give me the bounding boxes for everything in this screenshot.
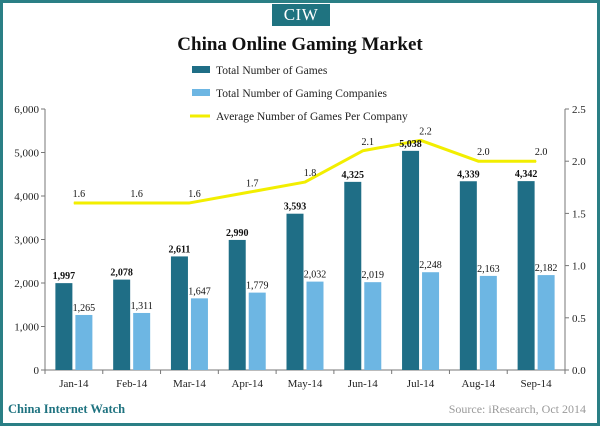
data-label-average: 1.6 [188,189,201,200]
bar-games [113,279,131,370]
x-tick-label: Jan-14 [59,378,89,390]
data-labels: 1,997 1,265 2,078 1,311 2,611 1,647 2,990 1,779… [53,126,558,314]
legend-label-2: Total Number of Gaming Companies [216,88,388,100]
data-label-companies: 2,163 [477,264,500,275]
data-label-games: 4,342 [515,169,538,180]
data-label-average: 2.0 [535,147,548,158]
average-point [362,150,364,152]
bar-games [402,150,420,370]
bar-companies [190,298,208,370]
average-point [304,181,306,183]
data-label-average: 1.7 [246,179,259,190]
bar-companies [248,292,266,370]
left-tick-label: 1,000 [14,322,39,334]
right-tick-label: 0.0 [572,365,586,377]
x-tick-label: Jun-14 [348,378,378,390]
data-label-companies: 2,248 [419,260,442,271]
ciw-logo: CIW [272,4,330,26]
bar-companies [479,275,497,370]
average-point [131,202,133,204]
data-label-games: 2,078 [110,268,133,279]
bar-companies [422,272,440,370]
left-tick-label: 4,000 [14,191,39,203]
average-point [535,160,537,162]
bar-companies [133,312,151,370]
bar-companies [306,281,324,370]
axes: 0 1,000 2,000 3,000 4,000 5,000 6,000 0.0 0.5 1.0… [14,104,586,390]
left-tick-label: 6,000 [14,104,39,116]
source-note: Source: iResearch, Oct 2014 [448,402,586,416]
data-label-average: 2.0 [477,147,490,158]
data-label-companies: 2,019 [362,270,385,281]
right-tick-label: 1.0 [572,261,586,273]
average-point [188,202,190,204]
data-label-average: 1.6 [130,189,143,200]
right-tick-label: 2.0 [572,156,586,168]
data-label-games: 3,593 [284,202,307,213]
footer-brand: China Internet Watch [8,402,126,416]
average-line [73,138,537,205]
data-label-companies: 1,779 [246,281,269,292]
data-label-companies: 1,311 [131,301,153,312]
legend-label-3: Average Number of Games Per Company [216,111,408,123]
data-label-average: 2.1 [362,137,375,148]
data-label-companies: 1,647 [188,286,211,297]
data-label-companies: 2,032 [304,270,327,281]
bar-games [344,181,362,370]
bar-companies [364,282,382,370]
x-tick-label: May-14 [288,378,323,390]
x-tick-label: Apr-14 [231,378,263,390]
data-label-games: 2,990 [226,228,249,239]
bar-games [170,256,188,370]
right-tick-label: 2.5 [572,104,586,116]
data-label-games: 5,038 [399,139,422,150]
average-point [73,202,75,204]
bar-games [55,283,73,370]
legend-label-1: Total Number of Games [216,65,328,77]
data-label-average: 1.6 [73,189,86,200]
bar-games [459,181,477,370]
x-tick-label: Aug-14 [462,378,496,390]
bar-games [228,239,246,370]
legend-swatch-2 [192,89,210,96]
average-point [420,139,422,141]
legend-swatch-1 [192,66,210,73]
left-tick-label: 0 [34,365,40,377]
bar-companies [537,275,555,370]
average-point [246,192,248,194]
bar-games [517,181,535,370]
data-label-companies: 2,182 [535,263,558,274]
data-label-companies: 1,265 [73,303,96,314]
left-tick-label: 5,000 [14,148,39,160]
data-label-average: 2.2 [419,126,432,137]
right-tick-label: 1.5 [572,208,586,220]
x-tick-label: Feb-14 [116,378,148,390]
bars [55,150,555,370]
chart-title: China Online Gaming Market [177,34,423,55]
right-tick-label: 0.5 [572,313,586,325]
data-label-games: 1,997 [53,271,76,282]
data-label-average: 1.8 [304,168,317,179]
data-label-games: 4,339 [457,169,480,180]
x-tick-label: Sep-14 [521,378,553,390]
bar-companies [75,314,93,370]
x-tick-label: Mar-14 [173,378,206,390]
average-point [477,160,479,162]
bar-games [286,213,304,370]
legend: Total Number of Games Total Number of Gam… [190,65,408,123]
left-tick-label: 3,000 [14,235,39,247]
x-tick-label: Jul-14 [407,378,435,390]
data-label-games: 2,611 [168,244,190,255]
left-tick-label: 2,000 [14,278,39,290]
data-label-games: 4,325 [342,170,365,181]
